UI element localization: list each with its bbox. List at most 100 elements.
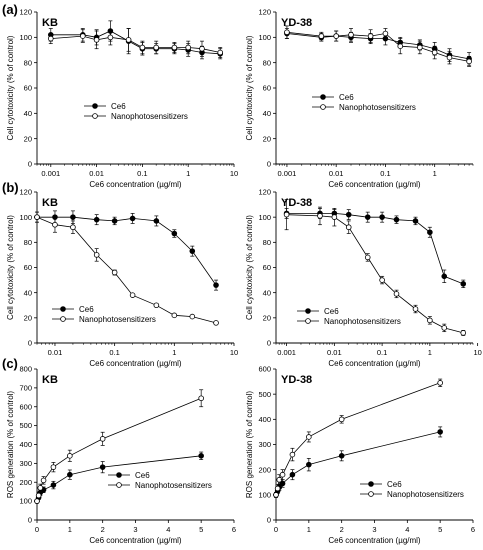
legend-marker	[320, 94, 326, 100]
legend-marker	[60, 306, 66, 312]
x-tick-label: 6	[232, 525, 236, 534]
series-nanophotosensitizers	[34, 211, 219, 326]
y-tick-label: 20	[263, 313, 271, 322]
x-tick-label: 5	[438, 525, 442, 534]
data-point	[412, 306, 419, 312]
x-tick-label: 1	[433, 169, 437, 178]
series-nanophotosensitizers	[47, 28, 224, 58]
data-point	[198, 453, 204, 459]
y-tick-label: 0	[28, 516, 32, 525]
legend-label: Nanophotosensitizers	[324, 317, 401, 326]
y-axis-label: Cell cytotoxicity (% of control)	[6, 215, 15, 320]
data-point	[34, 498, 40, 504]
y-tick-label: 200	[258, 465, 271, 474]
data-point	[80, 33, 86, 39]
data-point	[348, 31, 354, 38]
y-axis-label: ROS generation (% of control)	[6, 391, 15, 498]
x-tick-label: 1	[68, 525, 72, 534]
legend-label: Ce6	[79, 305, 94, 314]
data-point	[111, 269, 118, 276]
x-tick-label: 2	[101, 525, 105, 534]
y-tick-label: 40	[263, 109, 271, 118]
data-point	[189, 248, 196, 254]
data-point	[52, 221, 58, 228]
data-point	[460, 281, 467, 287]
x-tick-label: 0.1	[109, 348, 119, 357]
x-tick-label: 0.01	[48, 348, 63, 357]
data-point	[379, 277, 385, 283]
y-tick-label: 400	[19, 440, 32, 449]
y-tick-label: 100	[258, 33, 271, 42]
series-ce6	[47, 20, 224, 60]
y-tick-label: 80	[24, 58, 32, 67]
y-tick-label: 80	[24, 238, 32, 247]
chart-2: 0 20 40 60 80 100 120 0.001 0.01 0.1 1 Ce6 concentr…	[245, 8, 474, 189]
x-tick-label: 10	[473, 348, 481, 357]
legend-label: Nanophotosensitizers	[339, 103, 416, 112]
data-point	[171, 44, 178, 51]
legend-marker	[320, 104, 326, 110]
series-ce6	[283, 208, 467, 288]
data-point	[153, 44, 159, 51]
data-point	[129, 215, 136, 222]
series-line	[37, 216, 217, 286]
y-tick-label: 0	[28, 339, 32, 348]
legend-marker	[305, 308, 311, 314]
x-tick-label: 6	[471, 525, 475, 534]
data-point	[393, 216, 400, 223]
data-point	[437, 380, 443, 386]
legend-marker	[368, 491, 374, 497]
y-tick-label: 500	[258, 390, 271, 399]
x-tick-label: 10	[230, 169, 238, 178]
data-point	[379, 214, 385, 220]
panel-label-c: (c)	[2, 356, 18, 371]
y-axis-label: Cell cytotoxicity (% of control)	[245, 35, 254, 140]
data-point	[107, 34, 114, 41]
data-point	[99, 436, 106, 442]
data-point	[289, 451, 296, 458]
data-point	[306, 461, 312, 468]
data-point	[382, 30, 389, 37]
series-nanophotosensitizers	[34, 389, 204, 504]
data-point	[306, 434, 312, 440]
data-point	[111, 218, 118, 224]
y-tick-label: 120	[19, 8, 32, 17]
y-tick-label: 0	[267, 516, 271, 525]
data-point	[213, 282, 219, 288]
y-tick-label: 100	[19, 33, 32, 42]
x-axis-label: Ce6 concentration (µg/ml)	[328, 180, 421, 189]
y-tick-label: 80	[263, 238, 271, 247]
legend-label: Nanophotosensitizers	[387, 490, 464, 499]
data-point	[67, 471, 73, 478]
x-tick-label: 1	[307, 525, 311, 534]
y-tick-label: 0	[28, 160, 32, 169]
legend-label: Ce6	[339, 93, 354, 102]
data-point	[273, 492, 279, 498]
data-point	[274, 485, 281, 492]
data-point	[93, 216, 100, 223]
data-point	[338, 416, 345, 423]
y-tick-label: 500	[19, 421, 32, 430]
data-point	[345, 211, 352, 218]
y-tick-label: 20	[24, 313, 32, 322]
x-tick-label: 2	[340, 525, 344, 534]
x-tick-label: 3	[372, 525, 376, 534]
y-tick-label: 300	[258, 440, 271, 449]
series-ce6	[284, 28, 472, 66]
data-point	[431, 49, 438, 56]
data-point	[397, 43, 404, 49]
x-tick-label: 0	[274, 525, 278, 534]
y-tick-label: 600	[258, 365, 271, 374]
data-point	[317, 213, 323, 219]
data-point	[364, 214, 371, 220]
data-point	[279, 480, 286, 487]
y-tick-label: 0	[267, 339, 271, 348]
data-point	[345, 224, 352, 231]
y-tick-label: 100	[19, 497, 32, 506]
x-tick-label: 3	[133, 525, 137, 534]
series-line	[286, 214, 464, 334]
y-tick-label: 60	[263, 84, 271, 93]
x-tick-label: 1	[186, 169, 190, 178]
